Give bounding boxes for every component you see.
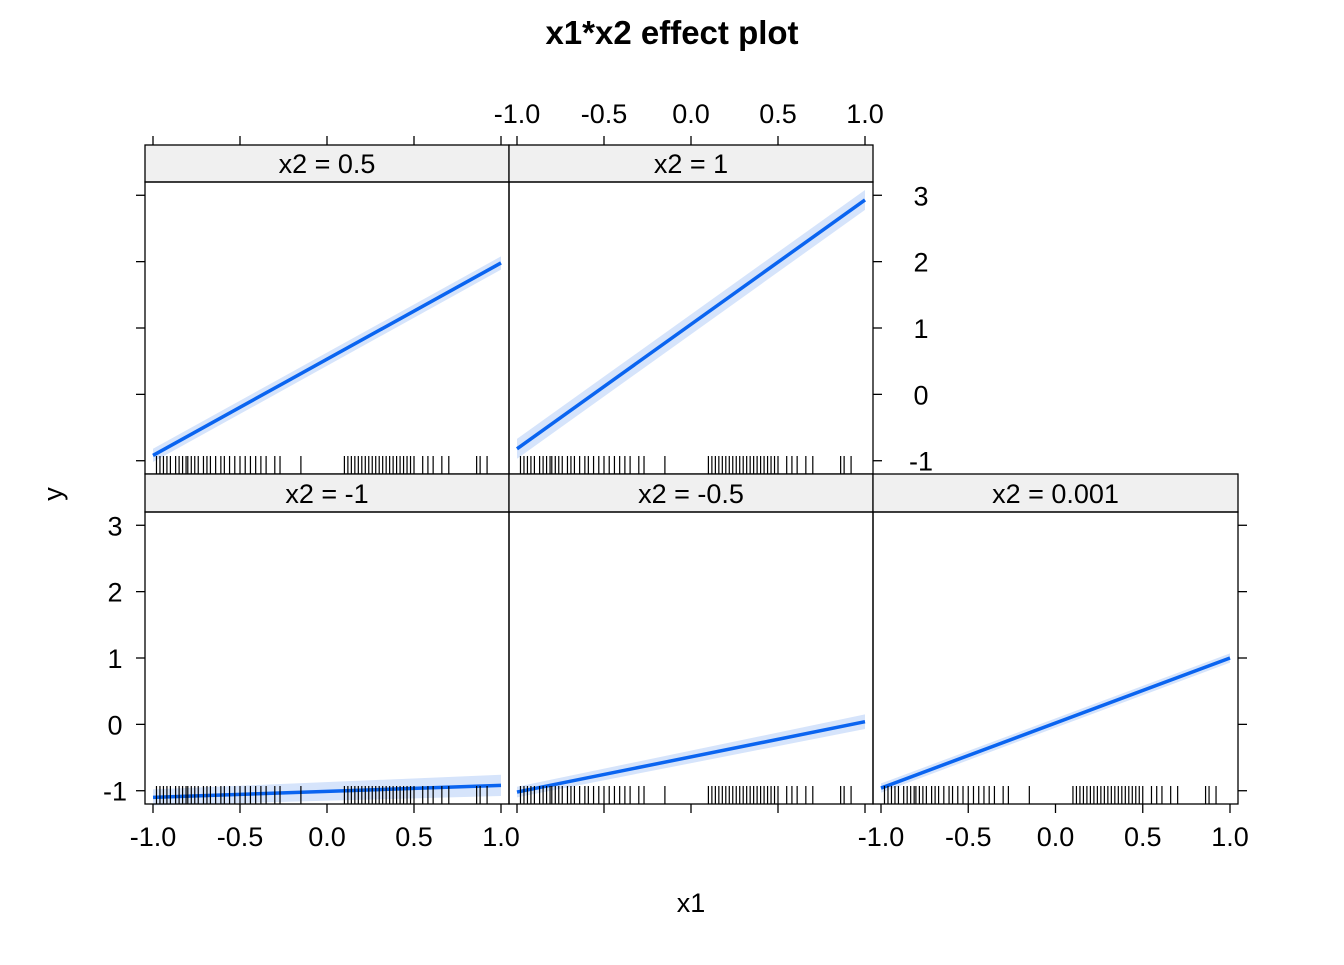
y-tick-label: 3 (913, 181, 928, 211)
fit-line (515, 198, 867, 451)
panel: x2 = 1 (508, 144, 874, 475)
panel-strip-label: x2 = 0.001 (992, 479, 1119, 509)
panel-strip (508, 473, 874, 513)
x-tick-label: -1.0 (130, 822, 177, 852)
x-tick-label: 0.5 (395, 822, 433, 852)
panel-frame (872, 511, 1239, 805)
y-tick-label: 3 (107, 511, 122, 541)
y-tick-label: 1 (913, 314, 928, 344)
x-tick-label: 0.5 (759, 99, 797, 129)
panel: x2 = 0.5 (144, 144, 510, 475)
panel: x2 = 0.001 (872, 473, 1239, 805)
rug (155, 456, 488, 474)
panel: x2 = -1 (144, 473, 510, 806)
y-tick-label: 1 (107, 644, 122, 674)
rug (883, 786, 1217, 804)
x-tick-label: 1.0 (846, 99, 884, 129)
fit-line (516, 719, 866, 794)
x-tick-label: 0.0 (308, 822, 346, 852)
rug (519, 456, 852, 474)
x-tick-label: 0.0 (1037, 822, 1075, 852)
x-tick-label: -0.5 (945, 822, 992, 852)
panel-strip (508, 144, 874, 183)
y-tick-label: -1 (909, 447, 933, 477)
chart-title: x1*x2 effect plot (545, 14, 798, 51)
rug (519, 786, 852, 804)
fit-line (152, 261, 502, 457)
panel-strip-label: x2 = -1 (285, 479, 368, 509)
y-tick-label: 0 (107, 710, 122, 740)
x-tick-label: -0.5 (217, 822, 264, 852)
y-tick-label: 0 (913, 380, 928, 410)
panel-strip-label: x2 = -0.5 (638, 479, 744, 509)
fit-line (880, 656, 1231, 790)
panel-frame (144, 511, 510, 805)
x-axis-label: x1 (677, 888, 706, 918)
x-tick-label: -0.5 (581, 99, 628, 129)
x-tick-label: 1.0 (482, 822, 520, 852)
y-tick-label: 2 (107, 578, 122, 608)
x-tick-label: 0.0 (672, 99, 710, 129)
panel: x2 = -0.5 (508, 473, 874, 805)
x-tick-label: -1.0 (858, 822, 905, 852)
x-tick-label: 0.5 (1124, 822, 1162, 852)
y-tick-label: 2 (913, 248, 928, 278)
rug (155, 786, 488, 804)
x-tick-label: -1.0 (494, 99, 541, 129)
y-tick-label: -1 (103, 777, 127, 807)
panel-strip-label: x2 = 0.5 (279, 149, 376, 179)
panel-strip-label: x2 = 1 (654, 149, 728, 179)
panel-strip (144, 144, 510, 183)
y-axis-label: y (38, 487, 68, 501)
panel-strip (872, 473, 1239, 513)
x-tick-label: 1.0 (1211, 822, 1249, 852)
panel-strip (144, 473, 510, 513)
plot-layer: x2 = 0.5 x2 = 1 x2 = -1 x2 = -0.5 x2 = 0.001… (103, 99, 1249, 852)
